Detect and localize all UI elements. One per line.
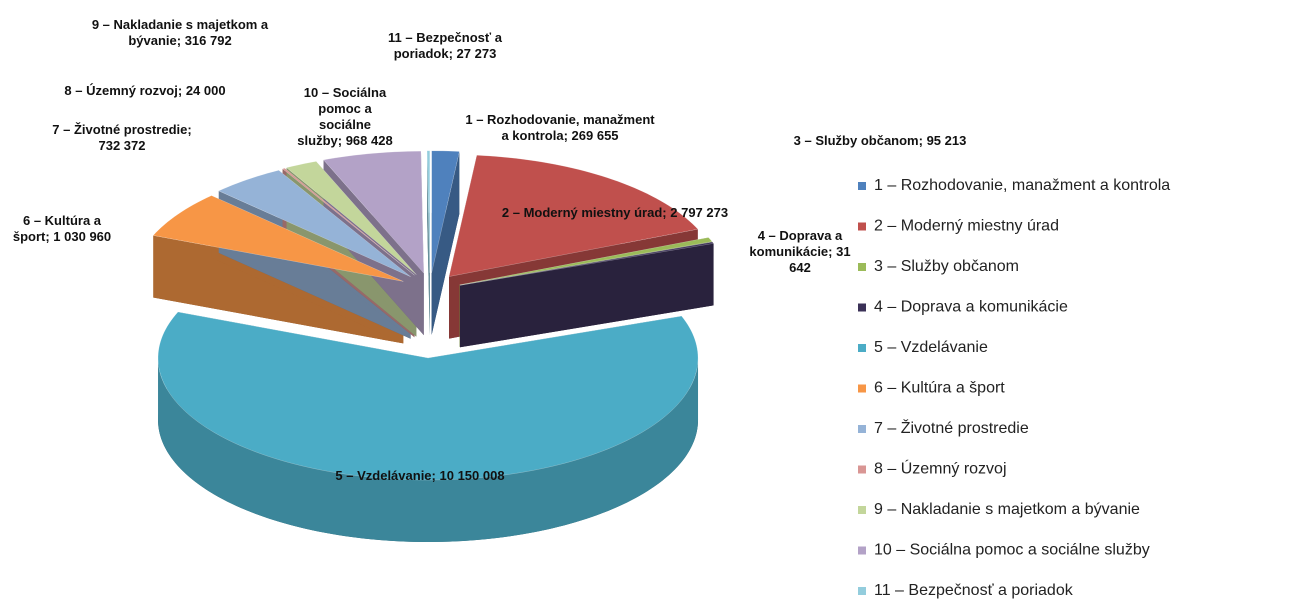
label-separator: ; [45, 229, 54, 244]
label-value: 316 792 [184, 33, 232, 48]
legend-swatch [858, 546, 866, 555]
label-value: 31 642 [789, 244, 855, 275]
slice [431, 150, 460, 273]
legend-swatch [858, 263, 866, 271]
label-separator: ; [448, 46, 457, 61]
legend-label: 9 – Nakladanie s majetkom a bývanie [874, 501, 1140, 518]
legend-swatch [858, 587, 866, 595]
label-category: 11 – Bezpečnosť a poriadok [388, 30, 506, 61]
data-label: 7 – Životné prostredie; 732 372 [52, 122, 192, 154]
legend-label: 10 – Sociálna pomoc a sociálne služby [874, 542, 1150, 559]
label-category: 7 – Životné prostredie [52, 122, 188, 137]
slice [157, 311, 699, 481]
label-category: 8 – Územný rozvoj [64, 83, 178, 98]
slice-tops [152, 150, 715, 481]
slice [218, 170, 411, 277]
slice [152, 195, 404, 282]
legend-swatch [858, 303, 866, 312]
label-category: 9 – Nakladanie s majetkom a bývanie [91, 17, 272, 48]
legend-swatch [858, 222, 866, 231]
legend-swatch [858, 425, 866, 433]
slice [459, 237, 713, 286]
slice [426, 150, 431, 273]
label-value: 95 213 [926, 133, 967, 148]
label-category: 5 – Vzdelávanie [335, 468, 432, 483]
data-label: 3 – Služby občanom; 95 213 [765, 133, 995, 149]
legend-label: 1 – Rozhodovanie, manažment a kontrola [874, 177, 1170, 194]
slice-wall [153, 235, 404, 344]
label-separator: ; [176, 33, 185, 48]
slice [448, 154, 699, 277]
legend-label: 2 – Moderný miestny úrad [874, 218, 1059, 235]
label-category: 6 – Kultúra a šport [12, 213, 105, 244]
label-value: 732 372 [98, 138, 146, 153]
label-separator: ; [177, 83, 186, 98]
slice [281, 167, 415, 276]
legend-label: 8 – Územný rozvoj [874, 459, 1007, 478]
label-category: 3 – Služby občanom [793, 133, 919, 148]
label-value: 1 030 960 [53, 229, 112, 244]
legend-label: 7 – Životné prostredie [874, 418, 1029, 437]
slice-wall [431, 151, 460, 335]
slice-wall [427, 150, 430, 335]
label-category: 4 – Doprava a komunikácie [749, 228, 846, 259]
legend-swatch [858, 344, 866, 352]
legend-label: 5 – Vzdelávanie [874, 339, 988, 356]
slice-wall [459, 243, 714, 348]
label-separator: ; [828, 244, 837, 259]
legend-swatch [858, 465, 866, 474]
label-value: 269 655 [571, 128, 619, 143]
label-separator: ; [187, 122, 196, 137]
label-value: 2 797 273 [670, 205, 729, 220]
legend-swatch [858, 384, 866, 393]
data-label: 4 – Doprava a komunikácie; 31 642 [745, 228, 855, 276]
label-separator: ; [431, 468, 440, 483]
label-category: 10 – Sociálna pomoc a sociálne služby [297, 85, 390, 148]
slice-side [158, 357, 699, 542]
data-label: 5 – Vzdelávanie; 10 150 008 [270, 468, 570, 484]
label-value: 10 150 008 [439, 468, 505, 483]
data-label: 10 – Sociálna pomoc a sociálne služby; 9… [295, 85, 395, 149]
label-separator: ; [337, 133, 346, 148]
legend-label: 6 – Kultúra a šport [874, 380, 1005, 397]
legend-label: 11 – Bezpečnosť a poriadok [874, 582, 1074, 599]
label-value: 27 273 [456, 46, 497, 61]
legend-label: 4 – Doprava a komunikácie [874, 299, 1068, 316]
label-separator: ; [563, 128, 572, 143]
data-label: 8 – Územný rozvoj; 24 000 [45, 83, 245, 99]
label-category: 2 – Moderný miestny úrad [501, 205, 663, 220]
data-label: 11 – Bezpečnosť a poriadok; 27 273 [380, 30, 510, 62]
label-separator: ; [662, 205, 671, 220]
legend-swatch [858, 506, 866, 514]
legend-label: 3 – Služby občanom [874, 258, 1019, 275]
data-label: 6 – Kultúra a šport; 1 030 960 [7, 213, 117, 245]
slice [323, 150, 425, 274]
label-value: 24 000 [185, 83, 226, 98]
label-separator: ; [918, 133, 927, 148]
data-label: 9 – Nakladanie s majetkom a bývanie; 316… [75, 17, 285, 49]
label-value: 968 428 [345, 133, 393, 148]
slice [285, 161, 417, 275]
data-label: 2 – Moderný miestny úrad; 2 797 273 [490, 205, 740, 221]
slice [459, 241, 715, 286]
data-label: 1 – Rozhodovanie, manažment a kontrola; … [460, 112, 660, 144]
label-category: 1 – Rozhodovanie, manažment a kontrola [465, 112, 659, 143]
legend-swatch [858, 182, 866, 190]
